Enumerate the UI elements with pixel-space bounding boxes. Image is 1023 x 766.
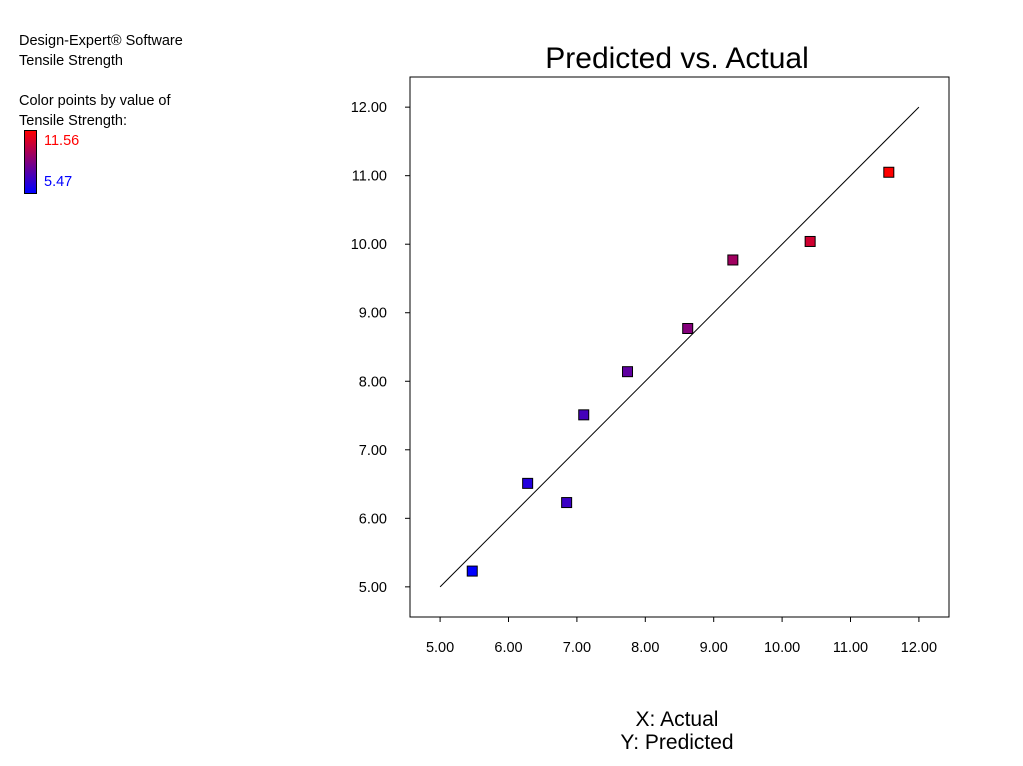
reference-line <box>439 106 920 588</box>
plot-area-frame <box>409 76 950 618</box>
y-tick-label: 12.00 <box>351 100 387 116</box>
data-point <box>522 477 534 489</box>
y-tick-label: 10.00 <box>351 237 387 253</box>
x-tick-label: 12.00 <box>901 640 937 656</box>
y-axis: 5.00 6.00 7.00 8.00 9.00 10.00 11.00 12.00 <box>351 100 410 596</box>
data-point <box>883 166 895 178</box>
x-axis: 5.00 6.00 7.00 8.00 9.00 10.00 11.00 12.00 <box>426 617 937 656</box>
data-points <box>466 166 895 577</box>
x-tick-label: 6.00 <box>494 640 522 656</box>
x-axis-caption: X: Actual <box>635 708 719 731</box>
data-point <box>561 497 573 509</box>
color-scale-min-label: 5.47 <box>44 174 73 190</box>
response-name: Tensile Strength <box>19 53 123 69</box>
x-tick-label: 9.00 <box>700 640 728 656</box>
chart-title: Predicted vs. Actual <box>545 42 808 75</box>
x-tick-label: 10.00 <box>764 640 800 656</box>
y-tick-label: 7.00 <box>359 443 387 459</box>
x-tick-label: 7.00 <box>563 640 591 656</box>
color-scale-bar <box>24 130 37 194</box>
x-tick-label: 8.00 <box>631 640 659 656</box>
data-point <box>622 366 634 378</box>
color-legend-caption: Color points by value of <box>19 93 171 109</box>
data-point <box>727 254 739 266</box>
y-tick-label: 6.00 <box>359 511 387 527</box>
y-tick-label: 8.00 <box>359 374 387 390</box>
reference-line-group <box>439 106 920 588</box>
x-tick-label: 5.00 <box>426 640 454 656</box>
data-point <box>578 409 590 421</box>
data-point <box>682 322 694 334</box>
color-legend-response: Tensile Strength: <box>19 113 128 129</box>
y-tick-label: 9.00 <box>359 306 387 322</box>
x-tick-label: 11.00 <box>833 640 868 656</box>
software-name: Design-Expert® Software <box>19 33 183 49</box>
data-point <box>466 565 478 577</box>
y-tick-label: 5.00 <box>359 580 387 596</box>
data-point <box>804 235 816 247</box>
y-tick-label: 11.00 <box>352 169 387 185</box>
y-axis-caption: Y: Predicted <box>620 731 734 754</box>
color-scale-max-label: 11.56 <box>44 133 80 149</box>
